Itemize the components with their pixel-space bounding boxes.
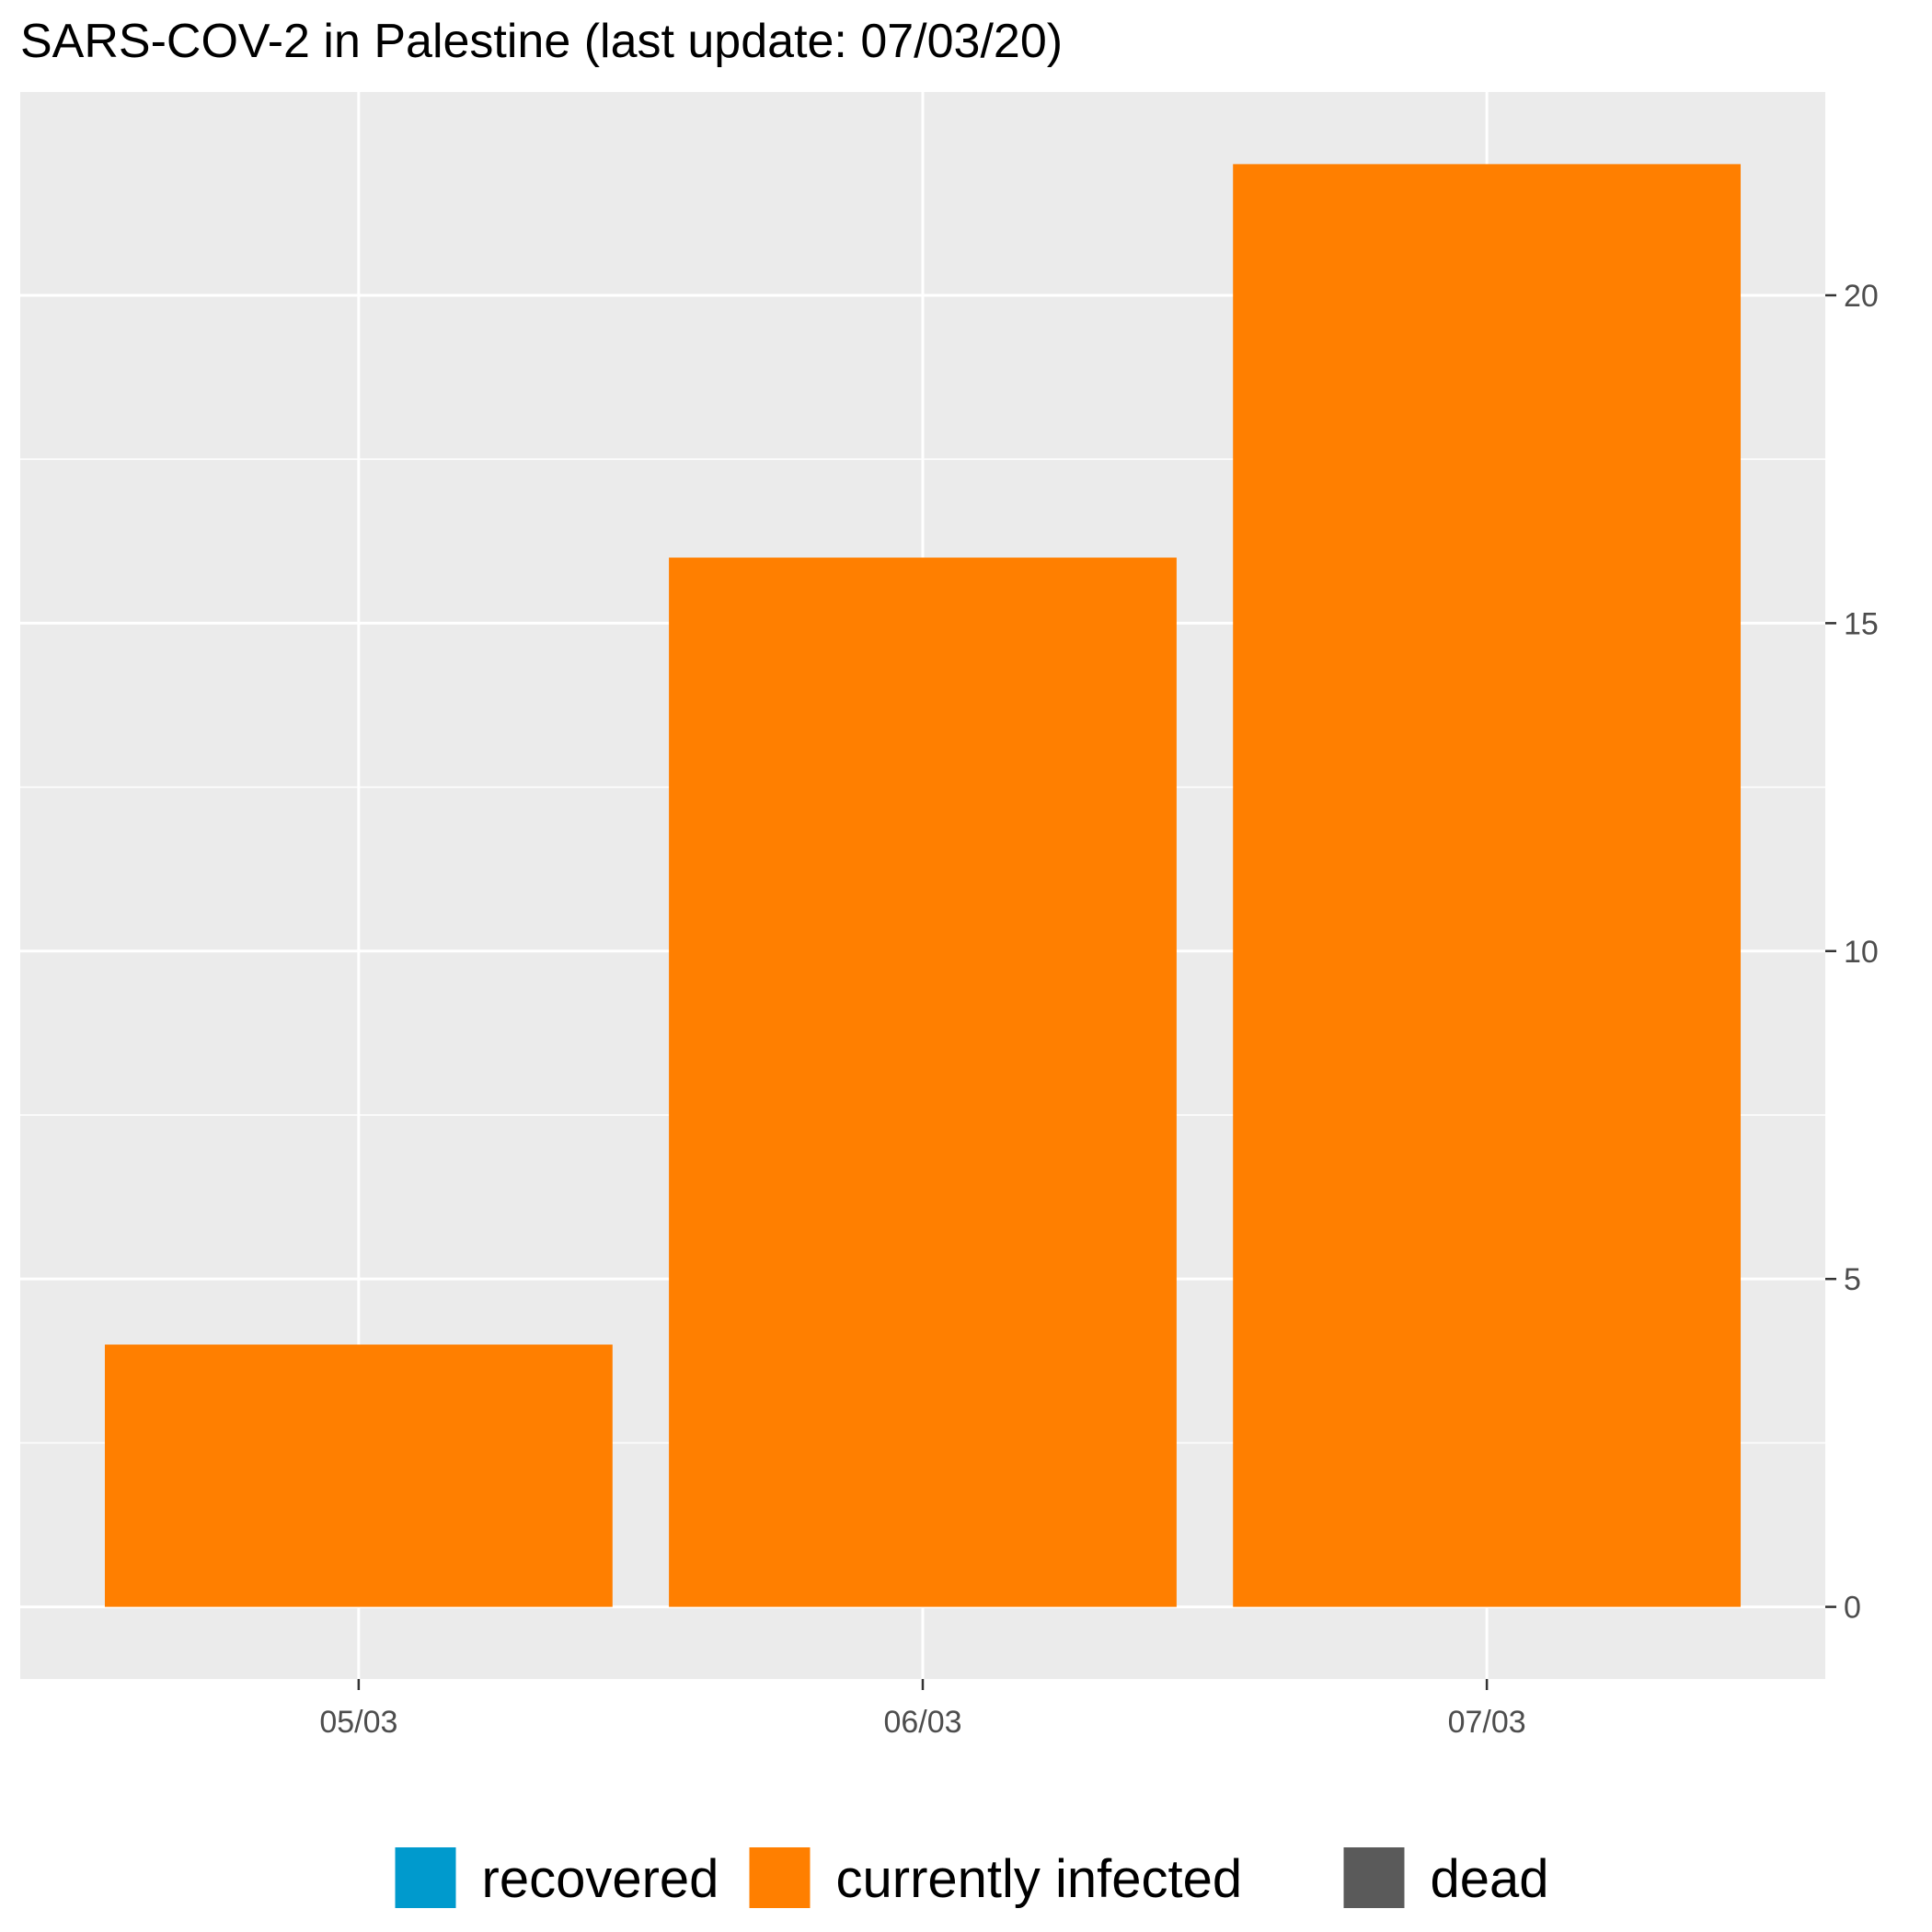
- y-tick-label: 0: [1844, 1591, 1861, 1626]
- x-tick-label: 06/03: [883, 1705, 961, 1740]
- x-tick-label: 07/03: [1448, 1705, 1526, 1740]
- bars-layer: [104, 164, 1742, 1607]
- legend-key-recovered: [395, 1847, 456, 1908]
- bar-currently-infected: [1233, 164, 1742, 1607]
- y-tick-label: 10: [1844, 935, 1879, 970]
- legend: recovered currently infected dead: [395, 1847, 1549, 1909]
- legend-label-recovered: recovered: [482, 1849, 719, 1909]
- bar-currently-infected: [669, 558, 1177, 1607]
- legend-label-currently-infected: currently infected: [836, 1849, 1243, 1909]
- legend-label-dead: dead: [1431, 1849, 1549, 1909]
- legend-key-currently-infected: [749, 1847, 811, 1908]
- chart-title: SARS-COV-2 in Palestine (last update: 07…: [20, 15, 1063, 68]
- y-tick-label: 15: [1844, 606, 1879, 641]
- legend-key-dead: [1343, 1847, 1405, 1908]
- bar-currently-infected: [104, 1344, 613, 1607]
- y-axis: 0 5 10 15 20: [1825, 279, 1879, 1626]
- x-axis: 05/03 06/03 07/03: [319, 1679, 1526, 1740]
- y-tick-label: 5: [1844, 1262, 1861, 1297]
- x-tick-label: 05/03: [319, 1705, 397, 1740]
- y-tick-label: 20: [1844, 279, 1879, 314]
